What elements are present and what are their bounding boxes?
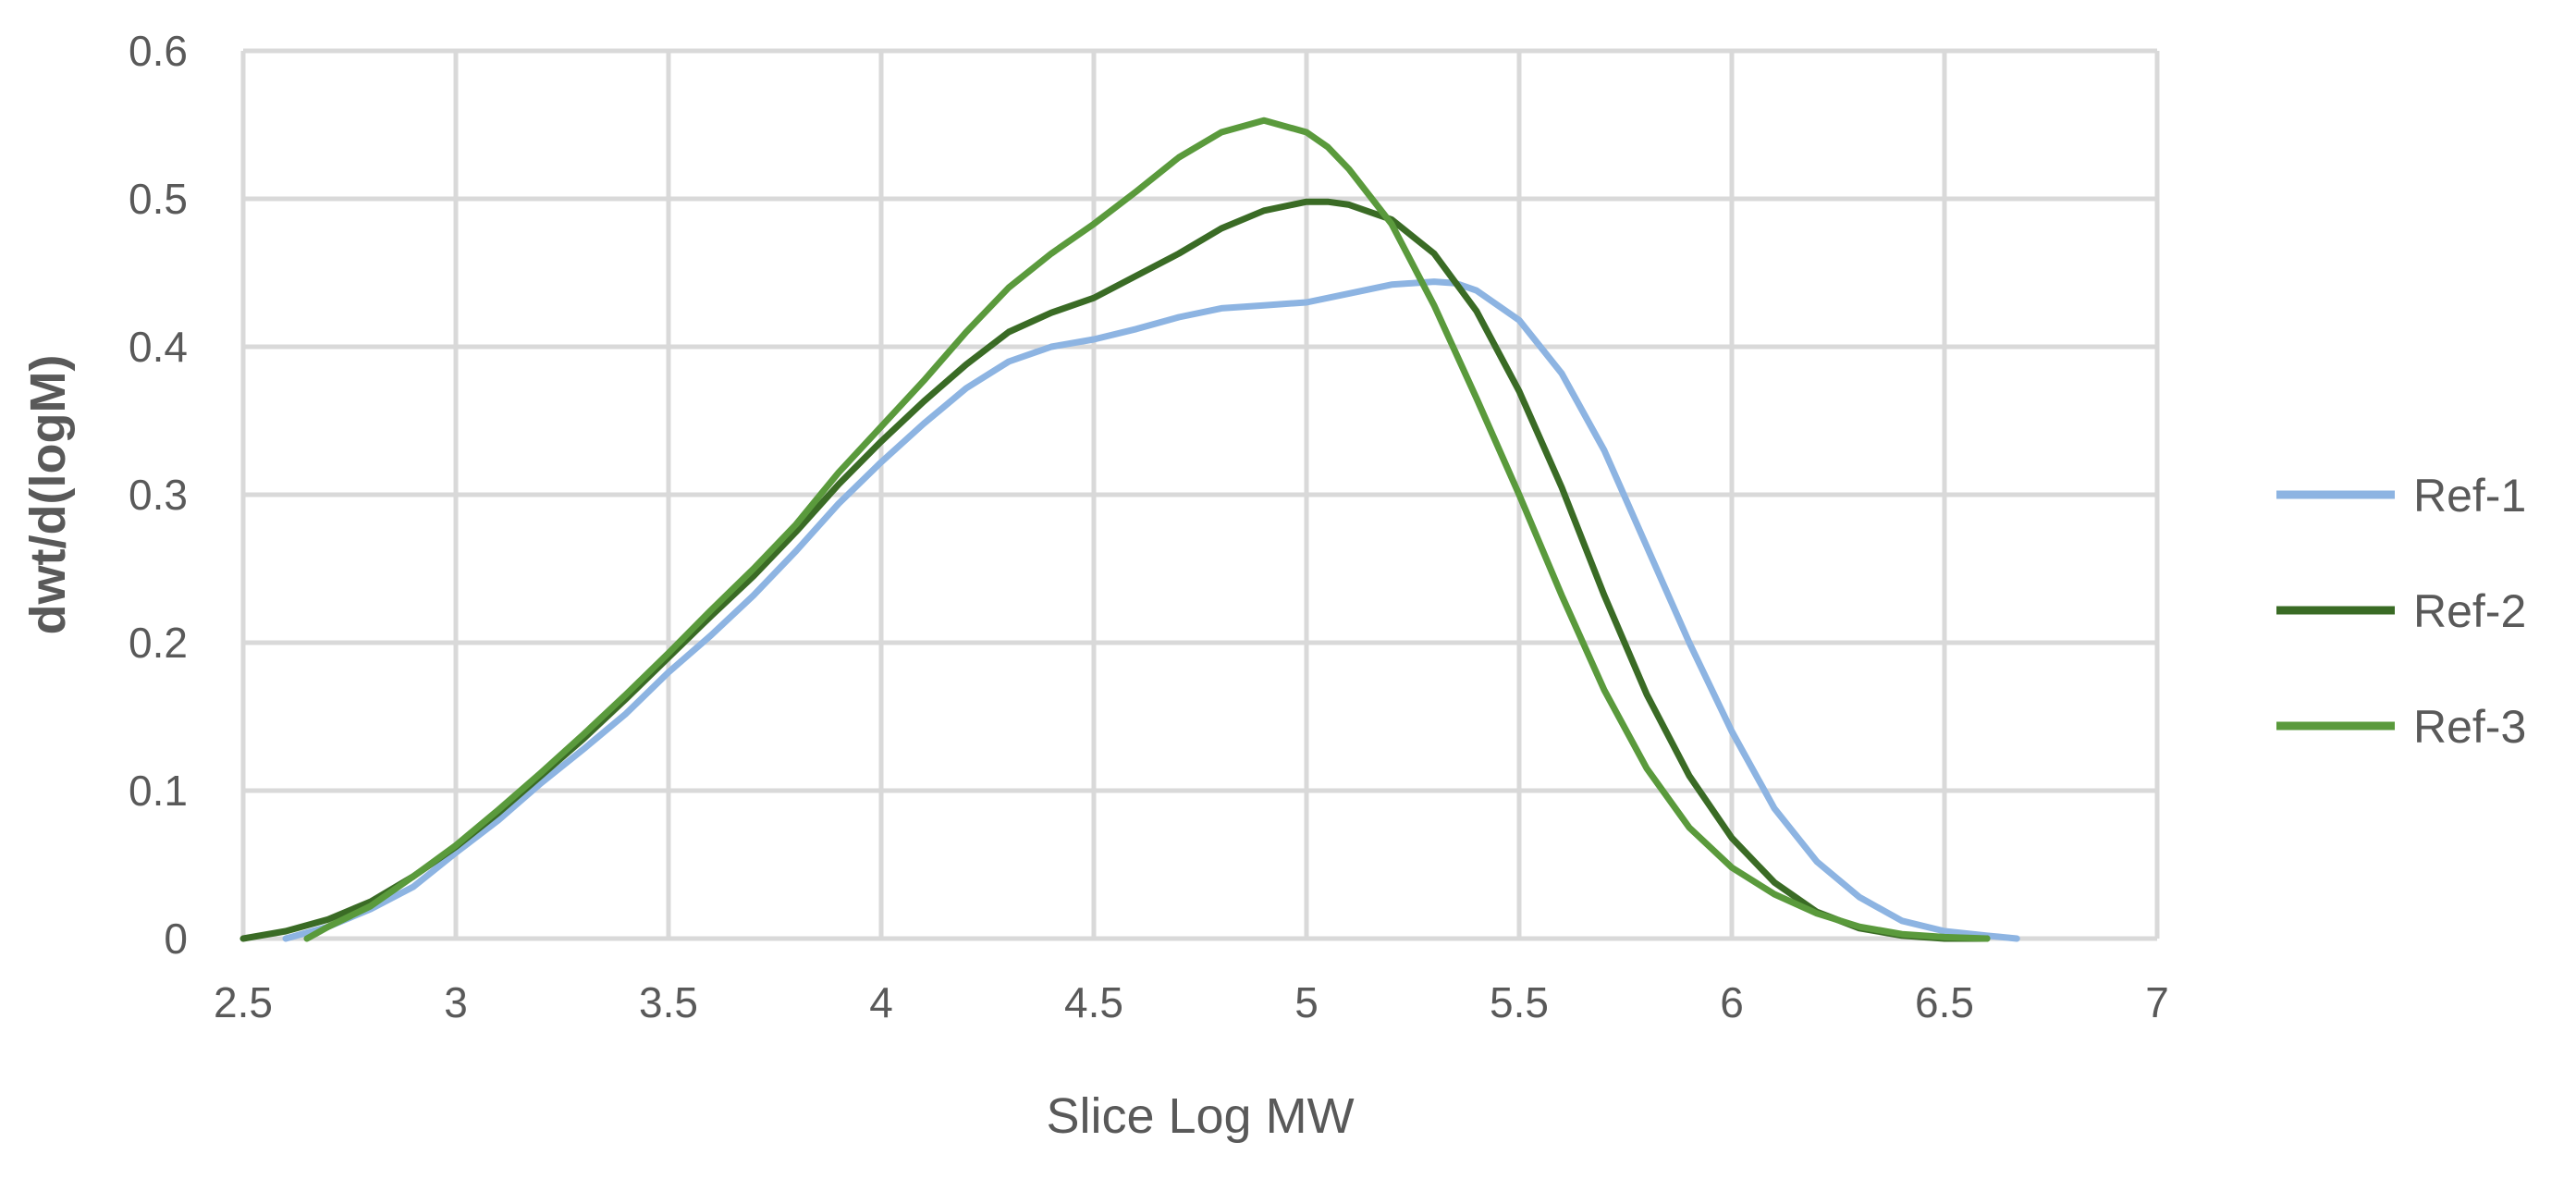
y-tick-label: 0: [164, 915, 188, 963]
x-tick-label: 7: [2145, 978, 2169, 1026]
x-tick-label: 3.5: [639, 978, 698, 1026]
x-tick-label: 6: [1720, 978, 1744, 1026]
x-tick-label: 2.5: [214, 978, 273, 1026]
legend-label-ref-2: Ref-2: [2413, 585, 2526, 637]
y-tick-label: 0.2: [129, 619, 188, 667]
legend-label-ref-1: Ref-1: [2413, 470, 2526, 522]
y-tick-label: 0.5: [129, 175, 188, 223]
x-tick-label: 4: [869, 978, 893, 1026]
x-tick-label: 6.5: [1915, 978, 1974, 1026]
series-line-ref-3: [303, 117, 1991, 942]
y-tick-label: 0.6: [129, 27, 188, 75]
x-axis-title: Slice Log MW: [1046, 1088, 1354, 1144]
y-tick-label: 0.3: [129, 471, 188, 519]
legend-label-ref-3: Ref-3: [2413, 701, 2526, 753]
x-tick-label: 5: [1294, 978, 1319, 1026]
x-tick-label: 5.5: [1490, 978, 1549, 1026]
x-tick-label: 4.5: [1064, 978, 1123, 1026]
series-line-ref-1: [282, 278, 2020, 942]
y-tick-label: 0.4: [129, 323, 188, 371]
series-line-ref-2: [239, 198, 1991, 942]
y-tick-label: 0.1: [129, 767, 188, 815]
tick-labels: 2.5 3 3.5 4 4.5 5 5.5 6 6.5 7 0 0.1 0.2 0.3 0.4 0.5 0.6: [129, 27, 2169, 1026]
y-axis-title: dwt/d(logM): [20, 355, 76, 635]
legend: Ref-1 Ref-2 Ref-3: [2276, 470, 2526, 753]
x-tick-label: 3: [444, 978, 468, 1026]
series: [239, 117, 2020, 942]
grid: [240, 48, 2160, 941]
